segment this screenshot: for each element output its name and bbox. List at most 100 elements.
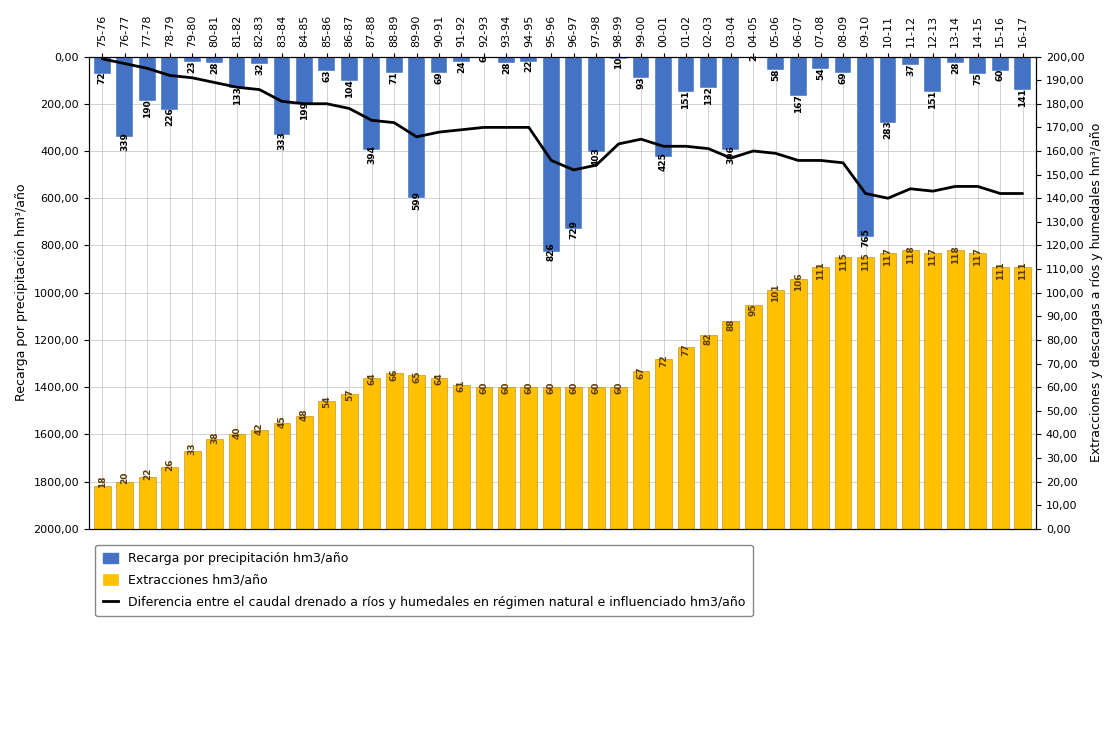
Text: 2: 2 [749, 55, 758, 61]
Text: 88: 88 [727, 319, 736, 331]
Text: 106: 106 [794, 272, 803, 291]
Bar [655, 359, 672, 529]
Text: 57: 57 [344, 389, 353, 401]
Bar [296, 416, 313, 529]
Text: 10: 10 [614, 57, 623, 69]
Text: 104: 104 [344, 79, 353, 98]
Text: 75: 75 [974, 72, 983, 85]
Text: 20: 20 [121, 472, 130, 484]
Bar [94, 57, 111, 74]
Bar [745, 305, 761, 529]
Bar [812, 57, 830, 69]
Text: 28: 28 [210, 61, 219, 74]
Bar [947, 57, 964, 63]
Bar [498, 387, 514, 529]
Bar [206, 57, 222, 63]
Bar [319, 401, 335, 529]
Text: 133: 133 [233, 86, 241, 105]
Bar [858, 57, 874, 237]
Text: 826: 826 [547, 242, 556, 261]
Bar [252, 430, 268, 529]
Text: 24: 24 [457, 60, 466, 73]
Text: 403: 403 [591, 147, 600, 166]
Text: 65: 65 [413, 370, 421, 383]
Bar [880, 252, 897, 529]
Text: 60: 60 [996, 68, 1005, 81]
Text: 101: 101 [771, 283, 780, 302]
Bar [789, 57, 806, 96]
Text: 765: 765 [861, 228, 870, 247]
Bar [880, 57, 897, 124]
Bar [610, 57, 627, 59]
Bar [992, 57, 1008, 71]
Text: 60: 60 [614, 382, 623, 394]
Bar [116, 481, 133, 529]
Text: 72: 72 [98, 71, 107, 84]
Bar [767, 57, 784, 70]
Text: 82: 82 [704, 333, 713, 345]
Bar [1014, 57, 1031, 90]
Bar [430, 378, 447, 529]
Text: 141: 141 [1018, 88, 1027, 107]
Bar [430, 57, 447, 73]
Bar [722, 57, 739, 150]
Text: 60: 60 [591, 382, 600, 394]
Text: 71: 71 [390, 71, 399, 84]
Bar [274, 422, 291, 529]
Text: 45: 45 [277, 415, 286, 428]
Bar [453, 57, 470, 63]
Text: 111: 111 [996, 261, 1005, 280]
Bar [543, 57, 560, 252]
Bar [453, 385, 470, 529]
Bar [206, 439, 222, 529]
Bar [633, 371, 650, 529]
Text: 40: 40 [233, 427, 241, 439]
Text: 48: 48 [300, 408, 309, 421]
Bar [992, 266, 1008, 529]
Text: 151: 151 [682, 91, 691, 109]
Text: 60: 60 [524, 382, 533, 394]
Bar [408, 375, 425, 529]
Y-axis label: Recarga por precipitación hm³/año: Recarga por precipitación hm³/año [15, 184, 28, 401]
Text: 729: 729 [569, 220, 578, 239]
Bar [1014, 266, 1031, 529]
Text: 167: 167 [794, 94, 803, 113]
Bar [183, 57, 200, 62]
Bar [228, 434, 246, 529]
Text: 22: 22 [524, 60, 533, 72]
Text: 23: 23 [188, 60, 197, 73]
Text: 226: 226 [165, 107, 174, 126]
Bar [925, 57, 941, 92]
Bar [969, 57, 986, 74]
Text: 132: 132 [704, 86, 713, 105]
Bar [947, 250, 964, 529]
Text: 64: 64 [435, 372, 444, 385]
Text: 396: 396 [727, 146, 736, 164]
Bar [139, 57, 155, 102]
Text: 60: 60 [480, 382, 489, 394]
Bar [386, 373, 402, 529]
Bar [475, 387, 492, 529]
Bar [183, 451, 200, 529]
Text: 118: 118 [950, 245, 959, 264]
Text: 190: 190 [143, 99, 152, 118]
Text: 60: 60 [547, 382, 556, 394]
Bar [341, 57, 358, 81]
Bar [566, 387, 582, 529]
Text: 61: 61 [457, 380, 466, 392]
Bar [363, 378, 380, 529]
Bar [588, 57, 605, 152]
Text: 26: 26 [165, 458, 174, 470]
Bar [835, 258, 852, 529]
Text: 118: 118 [906, 245, 915, 264]
Bar [722, 321, 739, 529]
Bar [296, 57, 313, 104]
Bar [408, 57, 425, 198]
Text: 22: 22 [143, 467, 152, 480]
Text: 117: 117 [928, 247, 937, 266]
Bar [475, 57, 492, 58]
Text: 69: 69 [435, 71, 444, 84]
Bar [858, 258, 874, 529]
Text: 66: 66 [390, 368, 399, 381]
Bar [588, 387, 605, 529]
